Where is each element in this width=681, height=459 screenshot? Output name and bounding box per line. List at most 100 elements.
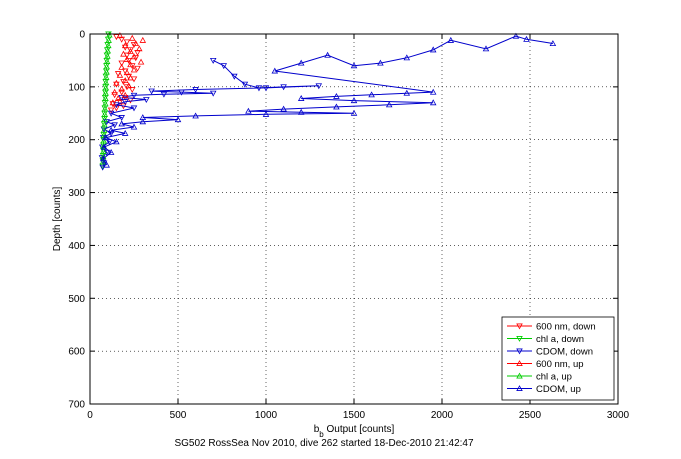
data-point — [102, 79, 110, 86]
data-point — [482, 45, 490, 52]
data-point — [107, 130, 115, 137]
data-point — [130, 66, 138, 73]
legend-swatch-marker — [516, 385, 523, 391]
legend-item: chl a, down — [507, 334, 584, 345]
data-point — [100, 147, 107, 154]
data-point — [116, 32, 124, 39]
data-point — [111, 122, 118, 129]
legend-box — [501, 316, 615, 401]
data-point — [123, 84, 131, 91]
data-point — [105, 36, 112, 43]
data-point — [118, 60, 125, 67]
x-axis-label-main: b — [314, 424, 320, 435]
y-tick-label: 600 — [68, 347, 85, 358]
data-point — [100, 132, 108, 138]
data-point — [118, 120, 125, 127]
data-point — [174, 116, 182, 123]
data-point — [192, 112, 199, 119]
data-point — [447, 36, 455, 43]
data-point — [143, 97, 150, 103]
data-point — [103, 63, 110, 70]
legend-label: 600 nm, up — [536, 359, 584, 370]
data-point — [113, 138, 120, 145]
data-point — [128, 87, 136, 93]
data-point — [102, 100, 109, 107]
data-point — [104, 47, 112, 54]
data-point — [128, 63, 136, 70]
data-point — [132, 40, 140, 46]
data-point — [121, 91, 129, 98]
data-point — [403, 54, 411, 61]
data-point — [350, 97, 358, 104]
legend-item: CDOM, down — [507, 346, 593, 357]
data-point — [209, 57, 217, 64]
data-point — [127, 47, 134, 54]
legend-label: CDOM, up — [536, 384, 581, 395]
data-point — [297, 108, 305, 115]
data-point — [113, 81, 120, 88]
legend-item: chl a, up — [507, 371, 572, 382]
data-point — [512, 32, 520, 39]
data-point — [127, 48, 134, 54]
data-point — [102, 73, 110, 80]
data-point — [121, 42, 129, 49]
y-tick-label: 500 — [68, 294, 85, 305]
legend-swatch-marker — [516, 372, 523, 379]
data-point — [280, 84, 287, 91]
y-tick-label: 200 — [68, 135, 85, 146]
data-point — [139, 36, 147, 43]
series-3 — [109, 32, 147, 106]
data-point — [148, 88, 155, 95]
data-point — [231, 73, 238, 80]
data-point — [220, 63, 228, 70]
data-point — [120, 50, 127, 57]
data-point — [118, 115, 125, 121]
data-point — [125, 57, 132, 64]
data-point — [209, 90, 217, 97]
x-axis-label-sub: b — [319, 430, 324, 439]
legend-item: 600 nm, down — [507, 321, 596, 332]
data-point — [377, 59, 384, 66]
legend-label: CDOM, down — [536, 346, 593, 357]
legend-swatch-marker — [516, 348, 523, 355]
data-point — [523, 35, 530, 42]
data-point — [104, 52, 111, 59]
data-point — [100, 137, 108, 144]
data-point — [403, 89, 411, 96]
legend-label: chl a, up — [536, 371, 572, 382]
data-point — [350, 109, 358, 116]
data-point — [114, 95, 122, 101]
data-point — [137, 58, 145, 65]
x-tick-label: 500 — [170, 410, 187, 421]
data-point — [262, 85, 270, 92]
data-point — [101, 121, 108, 128]
data-point — [102, 89, 109, 96]
data-point — [121, 77, 129, 83]
y-tick-label: 700 — [68, 400, 85, 411]
data-point — [107, 148, 115, 155]
data-point — [130, 105, 138, 112]
data-point — [123, 39, 131, 46]
legend-label: 600 nm, down — [536, 321, 596, 332]
data-point — [107, 107, 115, 114]
data-point — [103, 58, 111, 64]
data-point — [120, 79, 127, 85]
data-point — [241, 81, 249, 88]
data-point — [130, 42, 138, 48]
data-point — [118, 85, 125, 92]
data-point — [99, 155, 107, 162]
data-point — [116, 71, 124, 78]
legend-label: chl a, down — [536, 334, 584, 345]
data-point — [105, 42, 112, 49]
data-point — [106, 139, 113, 146]
data-point — [121, 99, 129, 106]
data-point — [102, 134, 110, 141]
data-point — [297, 59, 305, 66]
series-line — [102, 35, 553, 166]
data-point — [549, 40, 557, 46]
legend-swatch-marker — [516, 336, 523, 342]
legend-item: CDOM, up — [507, 384, 581, 395]
